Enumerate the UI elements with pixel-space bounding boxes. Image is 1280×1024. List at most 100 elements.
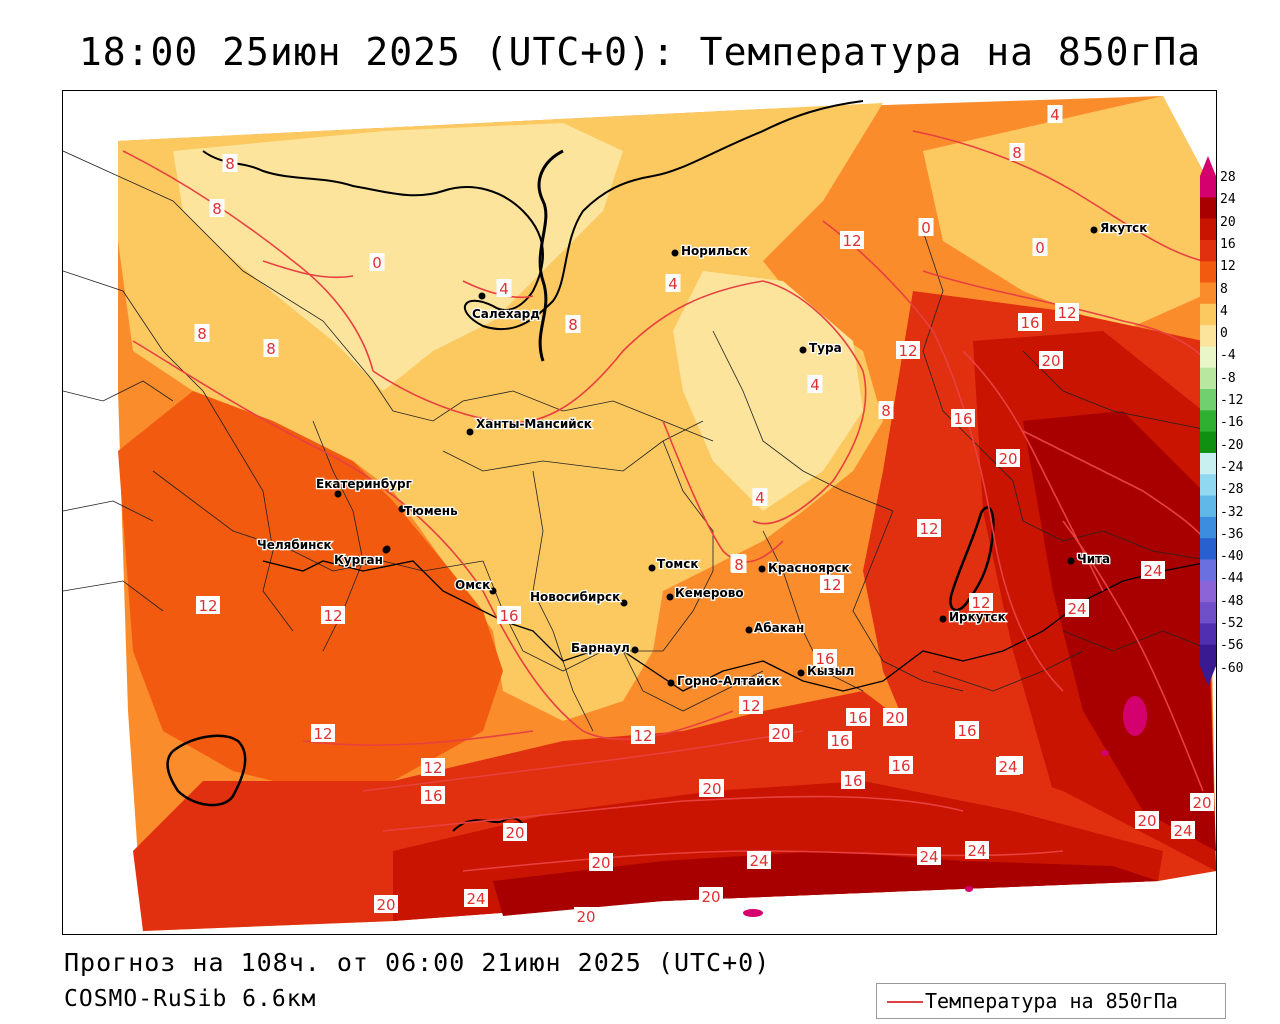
city-layer: Норильск Якутск Салехард Тура Ханты-Мансийск…	[256, 220, 1149, 690]
city-marker	[671, 249, 679, 257]
city-marker	[489, 587, 497, 595]
contour-label-bg	[813, 649, 837, 667]
city-label: Челябинск	[257, 538, 332, 552]
contour-label: 16	[499, 607, 518, 625]
contour-label: 24	[749, 852, 768, 870]
city-label: Новосибирск	[530, 590, 620, 604]
hot-spot-2	[1101, 750, 1109, 756]
contour-label-bg	[503, 823, 527, 841]
contour-label-bg	[896, 341, 920, 359]
colorbar-tick-label: -40	[1220, 549, 1244, 565]
contour-label-bg	[1065, 599, 1089, 617]
contour-label-bg	[752, 488, 768, 506]
city-label: Томск	[657, 557, 699, 571]
contour-label: 24	[919, 848, 938, 866]
colorbar-tick-label: 20	[1220, 214, 1236, 230]
contour-label-bg	[820, 575, 844, 593]
contour-label: 12	[919, 520, 938, 538]
contour-label: 24	[1143, 562, 1162, 580]
contour-label-bg	[421, 758, 445, 776]
contour-label-bg	[917, 847, 941, 865]
contour-label-bg	[769, 724, 793, 742]
contour-label: 16	[957, 722, 976, 740]
admin-borders	[63, 150, 1214, 732]
contour-label-bg	[222, 154, 238, 172]
contour-label-bg	[1009, 143, 1025, 161]
contour-label-bg	[747, 851, 771, 869]
city-marker	[799, 346, 807, 354]
contour-label-bg	[969, 593, 993, 611]
contour-label: 12	[633, 727, 652, 745]
contour-label-bg	[1047, 105, 1063, 123]
city-label: Чита	[1077, 552, 1110, 566]
city-marker	[745, 626, 753, 634]
contour-label: 12	[1057, 304, 1076, 322]
contour-label: 20	[1041, 352, 1060, 370]
contour-label-bg	[1135, 811, 1159, 829]
city-marker	[666, 593, 674, 601]
hottest-zone-east	[1023, 411, 1216, 851]
colorbar-segment	[1200, 367, 1216, 390]
contour-label: 0	[1035, 239, 1045, 257]
contour-label-bg	[739, 696, 763, 714]
city-label: Норильск	[681, 244, 748, 258]
contour-label-bg	[209, 199, 225, 217]
city-label: Якутск	[1100, 221, 1147, 235]
colorbar-tick-label: -12	[1220, 393, 1244, 408]
forecast-info: Прогноз на 108ч. от 06:00 21июн 2025 (UT…	[64, 948, 771, 977]
temperature-map-svg: 4 8 8 8 0 4 0 0 4 12 8 8 8 16 12 12 20 4 8 16 20 8 4 12 12 24 12 12…	[63, 96, 1216, 931]
colorbar-segment	[1200, 346, 1216, 369]
colorbar-tick-label: -56	[1220, 638, 1244, 654]
colorbar-segment	[1200, 218, 1216, 241]
colorbar-tick-label: -20	[1220, 437, 1244, 453]
city-marker	[1090, 226, 1098, 234]
contour-label: 8	[266, 340, 276, 358]
contour-label-bg	[321, 606, 345, 624]
contour-label-bg	[1171, 821, 1195, 839]
coastline-taimyr	[652, 100, 864, 177]
contour-label-bg	[565, 315, 581, 333]
contour-label: 12	[898, 342, 917, 360]
contour-label-bg	[194, 324, 210, 342]
legend-box: Температура на 850гПа	[876, 983, 1226, 1019]
contour-label-bg	[846, 708, 870, 726]
city-label: Тюмень	[404, 504, 458, 518]
city-label: Кызыл	[807, 664, 854, 678]
isotherm-contours	[122, 130, 1214, 872]
contour-label-bg	[374, 895, 398, 913]
contour-label-bg	[731, 555, 747, 573]
contour-label: 20	[701, 888, 720, 906]
colorbar-tick-label: 0	[1220, 326, 1228, 342]
contour-label-bg	[421, 786, 445, 804]
contour-label: 20	[576, 908, 595, 926]
contour-label: 20	[771, 725, 790, 743]
contour-label-bg	[807, 375, 823, 393]
cold-zone-tura	[673, 271, 863, 511]
contour-label: 24	[998, 758, 1017, 776]
colorbar-segment	[1200, 325, 1216, 347]
contour-label: 20	[591, 854, 610, 872]
warm-zone-west	[118, 391, 503, 791]
contour-label: 12	[842, 232, 861, 250]
colorbar-segment	[1200, 474, 1216, 497]
colorbar-tick-label: 28	[1220, 170, 1236, 185]
contour-label-bg	[1018, 313, 1042, 331]
colorbar-segment	[1200, 389, 1216, 411]
contour-label-bg	[883, 708, 907, 726]
city-label: Салехард	[472, 307, 540, 321]
contour-label-bg	[918, 218, 934, 236]
colorbar-segment	[1200, 452, 1216, 475]
contour-label-bg	[574, 907, 598, 925]
contour-label-bg	[665, 274, 681, 292]
contour-label: 8	[568, 316, 578, 334]
contour-label: 8	[225, 155, 235, 173]
colorbar-segment	[1200, 410, 1216, 433]
city-label: Тура	[809, 341, 842, 355]
contour-label: 12	[198, 597, 217, 615]
colorbar-segment	[1200, 197, 1216, 220]
contour-label: 4	[810, 376, 820, 394]
caspian-lake	[166, 734, 247, 807]
legend-label: Температура на 850гПа	[925, 989, 1178, 1013]
contour-label: 8	[734, 556, 744, 574]
contour-label-bg	[996, 757, 1020, 775]
